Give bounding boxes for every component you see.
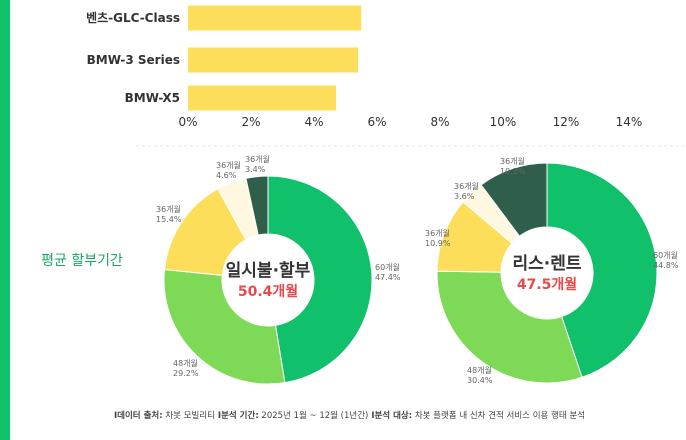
bar [188, 85, 337, 111]
slice-value-label: 10.2% [500, 167, 526, 176]
donut-slice [436, 270, 583, 384]
donut-slice [267, 175, 373, 384]
slice-label: 60개월 [653, 250, 678, 260]
bar [188, 47, 359, 73]
slice-label: 36개월 [454, 181, 479, 191]
bar-category-label: 벤츠-GLC-Class [86, 10, 180, 25]
slice-label: 48개월 [173, 358, 198, 368]
donut-center-title: 일시불·할부 [226, 261, 311, 281]
x-tick-label: 10% [490, 115, 517, 129]
x-tick-label: 8% [430, 115, 449, 129]
slice-value-label: 29.2% [173, 369, 199, 378]
footer-value: 차봇 모빌리티 [163, 410, 215, 421]
footer-label: I분석 대상: [368, 410, 412, 421]
footer-value: 차봇 플랫폼 내 신차 견적 서비스 이용 행태 분석 [412, 410, 585, 421]
slice-label: 36개월 [500, 156, 525, 166]
slice-value-label: 44.8% [653, 261, 679, 270]
donut-slice [546, 162, 658, 378]
x-tick-label: 4% [304, 115, 323, 129]
slice-label: 36개월 [245, 154, 270, 164]
slice-label: 36개월 [216, 160, 241, 170]
slice-value-label: 3.4% [245, 165, 266, 174]
x-tick-label: 0% [178, 115, 197, 129]
x-tick-label: 14% [616, 115, 643, 129]
slice-value-label: 30.4% [467, 376, 493, 385]
green-edge-bar [0, 0, 10, 440]
donut-center-value: 47.5개월 [517, 276, 577, 293]
x-tick-label: 12% [553, 115, 580, 129]
slice-label: 36개월 [425, 228, 450, 238]
bar-category-label: BMW-3 Series [87, 53, 180, 67]
slice-label: 48개월 [467, 365, 492, 375]
bar [188, 5, 362, 31]
x-tick-label: 6% [367, 115, 386, 129]
donut-slice [163, 269, 286, 385]
donut-slice [480, 162, 548, 237]
slice-label: 60개월 [375, 262, 400, 272]
section-label: 평균 할부기간 [41, 253, 123, 269]
slice-value-label: 3.6% [454, 192, 475, 201]
bar-category-label: BMW-X5 [125, 91, 180, 105]
slice-label: 36개월 [156, 204, 181, 214]
right-donut: 60개월44.8%48개월30.4%36개월10.9%36개월3.6%36개월1… [425, 156, 679, 385]
bar-chart: 벤츠-GLC-Class BMW-3 Series BMW-X5 0% 2% 4% 6% 8%… [86, 5, 643, 129]
footer-label: I데이터 출처: [114, 410, 163, 421]
donut-slice [245, 175, 269, 236]
left-donut: 60개월47.4%48개월29.2%36개월15.4%36개월4.6%36개월3… [156, 154, 401, 385]
footer-source-line: I데이터 출처: 차봇 모빌리티 I분석 기간: 2025년 1월 ~ 12월 … [114, 410, 585, 421]
slice-value-label: 10.9% [425, 239, 451, 248]
footer-value: 2025년 1월 ~ 12월 (1년간) [259, 410, 369, 421]
slice-value-label: 47.4% [375, 273, 401, 282]
slice-value-label: 15.4% [156, 215, 182, 224]
footer-label: I분석 기간: [215, 410, 259, 421]
donut-center-value: 50.4개월 [238, 283, 298, 300]
slice-value-label: 4.6% [216, 171, 237, 180]
x-tick-label: 2% [241, 115, 260, 129]
donut-center-title: 리스·렌트 [512, 254, 581, 274]
